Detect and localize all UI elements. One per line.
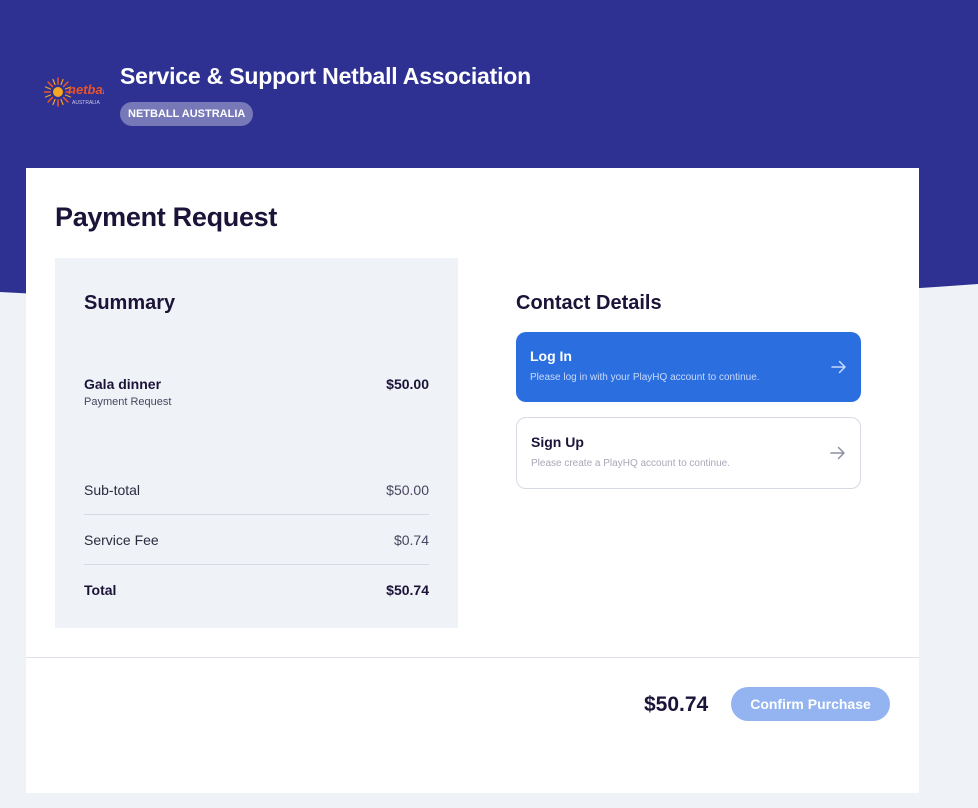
arrow-right-icon bbox=[830, 446, 845, 460]
contact-heading: Contact Details bbox=[516, 292, 662, 314]
login-description: Please log in with your PlayHQ account t… bbox=[530, 372, 760, 383]
logo-text: netball bbox=[68, 82, 104, 97]
summary-panel: Summary Gala dinner Payment Request $50.… bbox=[55, 258, 458, 628]
org-badge: NETBALL AUSTRALIA bbox=[120, 102, 254, 126]
confirm-purchase-button[interactable]: Confirm Purchase bbox=[731, 687, 890, 721]
page-title: Payment Request bbox=[55, 202, 278, 232]
payment-card: Payment Request Summary Gala dinner Paym… bbox=[26, 168, 919, 793]
footer-divider bbox=[26, 657, 919, 658]
subtotal-value: $50.00 bbox=[386, 481, 429, 498]
org-header: netball AUSTRALIA Service & Support Netb… bbox=[43, 62, 531, 126]
footer-total: $50.74 bbox=[644, 693, 709, 716]
service-fee-value: $0.74 bbox=[393, 531, 429, 548]
total-value: $50.74 bbox=[386, 582, 429, 598]
item-name: Gala dinner bbox=[84, 376, 162, 392]
total-row: Total $50.74 bbox=[84, 565, 429, 615]
item-price: $50.00 bbox=[386, 376, 429, 392]
signup-button[interactable]: Sign Up Please create a PlayHQ account t… bbox=[516, 417, 861, 489]
summary-heading: Summary bbox=[84, 292, 176, 314]
logo-subtext: AUSTRALIA bbox=[72, 100, 100, 106]
line-item: Gala dinner Payment Request $50.00 bbox=[84, 376, 429, 408]
subtotal-row: Sub-total $50.00 bbox=[84, 465, 429, 515]
service-fee-row: Service Fee $0.74 bbox=[84, 515, 429, 565]
total-label: Total bbox=[84, 582, 117, 598]
signup-title: Sign Up bbox=[531, 434, 584, 450]
signup-description: Please create a PlayHQ account to contin… bbox=[531, 458, 731, 469]
contact-details: Contact Details Log In Please log in wit… bbox=[516, 292, 861, 489]
login-title: Log In bbox=[530, 348, 572, 364]
login-button[interactable]: Log In Please log in with your PlayHQ ac… bbox=[516, 332, 861, 402]
totals-list: Sub-total $50.00 Service Fee $0.74 Total… bbox=[84, 465, 429, 615]
org-name: Service & Support Netball Association bbox=[120, 63, 531, 89]
service-fee-label: Service Fee bbox=[84, 531, 159, 548]
subtotal-label: Sub-total bbox=[84, 481, 141, 498]
netball-logo-icon: netball AUSTRALIA bbox=[43, 66, 110, 126]
arrow-right-icon bbox=[831, 360, 846, 374]
item-type: Payment Request bbox=[84, 396, 172, 408]
